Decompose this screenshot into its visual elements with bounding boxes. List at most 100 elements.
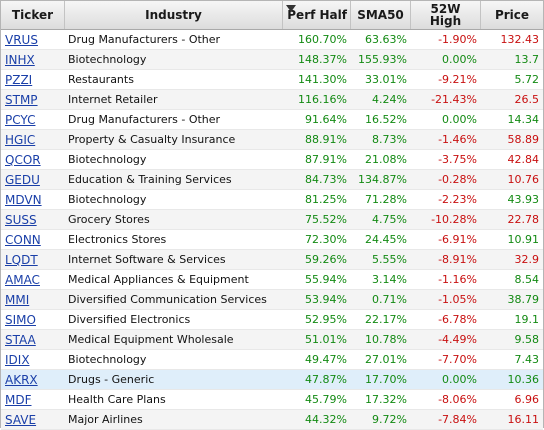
sma50-cell: 33.01% [365,73,407,86]
table-row[interactable]: STAA Medical Equipment Wholesale 51.01% 10.… [1,330,543,350]
perf-half-cell: 45.79% [305,393,347,406]
column-header-high-label: High [429,14,462,28]
price-cell: 7.43 [514,353,540,366]
ticker-link[interactable]: HGIC [5,133,36,147]
sma50-cell: 9.72% [372,413,407,426]
perf-half-cell: 148.37% [298,53,347,66]
table-row[interactable]: IDIX Biotechnology 49.47% 27.01% -7.70% 7.43 [1,350,543,370]
table-row[interactable]: MMI Diversified Communication Services 53.… [1,290,543,310]
sma50-cell: 0.71% [372,293,407,306]
52w-high-cell: -1.05% [438,293,477,306]
table-row[interactable]: VRUS Drug Manufacturers - Other 160.70% 63.… [1,30,543,50]
column-header-price[interactable]: Price [494,8,530,22]
ticker-link[interactable]: PCYC [5,113,36,127]
perf-half-cell: 55.94% [305,273,347,286]
column-header-sma50[interactable]: SMA50 [351,1,411,29]
table-row[interactable]: AMAC Medical Appliances & Equipment 55.94%… [1,270,543,290]
price-cell: 13.7 [514,53,540,66]
column-header-52w-high[interactable]: 52W High [411,1,481,29]
industry-cell: Biotechnology [68,193,147,206]
perf-half-cell: 116.16% [298,93,347,106]
perf-half-cell: 87.91% [305,153,347,166]
perf-half-cell: 91.64% [305,113,347,126]
perf-half-cell: 53.94% [305,293,347,306]
column-header-perf-half[interactable]: Perf Half [283,1,351,29]
ticker-link[interactable]: SUSS [5,213,37,227]
industry-cell: Medical Appliances & Equipment [68,273,249,286]
table-row[interactable]: MDF Health Care Plans 45.79% 17.32% -8.06% 6.… [1,390,543,410]
perf-half-cell: 59.26% [305,253,347,266]
table-row[interactable]: SAVE Major Airlines 44.32% 9.72% -7.84% 16.11 [1,410,543,430]
52w-high-cell: -10.28% [431,213,477,226]
ticker-link[interactable]: STAA [5,333,36,347]
industry-cell: Grocery Stores [68,213,150,226]
ticker-link[interactable]: LQDT [5,253,38,267]
perf-half-cell: 49.47% [305,353,347,366]
ticker-link[interactable]: AMAC [5,273,40,287]
sma50-cell: 10.78% [365,333,407,346]
ticker-link[interactable]: SAVE [5,413,37,427]
52w-high-cell: -8.06% [438,393,477,406]
ticker-link[interactable]: AKRX [5,373,38,387]
52w-high-cell: -3.75% [438,153,477,166]
price-cell: 58.89 [507,133,540,146]
industry-cell: Medical Equipment Wholesale [68,333,234,346]
sma50-cell: 16.52% [365,113,407,126]
sma50-cell: 63.63% [365,33,407,46]
ticker-link[interactable]: STMP [5,93,38,107]
ticker-link[interactable]: MDVN [5,193,42,207]
ticker-link[interactable]: QCOR [5,153,41,167]
ticker-link[interactable]: INHX [5,53,35,67]
ticker-link[interactable]: PZZI [5,73,33,87]
ticker-link[interactable]: IDIX [5,353,30,367]
price-cell: 6.96 [514,393,540,406]
table-body: VRUS Drug Manufacturers - Other 160.70% 63.… [1,30,543,430]
table-row[interactable]: PZZI Restaurants 141.30% 33.01% -9.21% 5.72 [1,70,543,90]
perf-half-cell: 75.52% [305,213,347,226]
table-row[interactable]: HGIC Property & Casualty Insurance 88.91% 8… [1,130,543,150]
52w-high-cell: -2.23% [438,193,477,206]
ticker-link[interactable]: MDF [5,393,32,407]
table-row[interactable]: QCOR Biotechnology 87.91% 21.08% -3.75% 42.84 [1,150,543,170]
sma50-cell: 8.73% [372,133,407,146]
price-cell: 42.84 [507,153,540,166]
52w-high-cell: -7.70% [438,353,477,366]
table-row[interactable]: AKRX Drugs - Generic 47.87% 17.70% 0.00% 10.3… [1,370,543,390]
industry-cell: Drug Manufacturers - Other [68,113,221,126]
52w-high-cell: -1.90% [438,33,477,46]
perf-half-cell: 51.01% [305,333,347,346]
column-header-perf-half-label: Perf Half [287,8,347,22]
ticker-link[interactable]: MMI [5,293,30,307]
ticker-link[interactable]: VRUS [5,33,38,47]
ticker-link[interactable]: SIMO [5,313,36,327]
industry-cell: Diversified Communication Services [68,293,267,306]
perf-half-cell: 160.70% [298,33,347,46]
price-cell: 26.5 [514,93,540,106]
ticker-link[interactable]: GEDU [5,173,40,187]
table-header: Ticker Industry Perf Half SMA50 52W High… [1,1,543,30]
52w-high-cell: -8.91% [438,253,477,266]
perf-half-cell: 88.91% [305,133,347,146]
52w-high-cell: -1.46% [438,133,477,146]
table-row[interactable]: INHX Biotechnology 148.37% 155.93% 0.00% 13.7 [1,50,543,70]
price-cell: 9.58 [514,333,540,346]
52w-high-cell: -7.84% [438,413,477,426]
industry-cell: Property & Casualty Insurance [68,133,236,146]
table-row[interactable]: MDVN Biotechnology 81.25% 71.28% -2.23% 43.93 [1,190,543,210]
column-header-industry[interactable]: Industry [65,1,283,29]
sma50-cell: 27.01% [365,353,407,366]
industry-cell: Biotechnology [68,353,147,366]
table-row[interactable]: CONN Electronics Stores 72.30% 24.45% -6.91%… [1,230,543,250]
table-row[interactable]: STMP Internet Retailer 116.16% 4.24% -21.43%… [1,90,543,110]
industry-cell: Education & Training Services [68,173,232,186]
table-row[interactable]: PCYC Drug Manufacturers - Other 91.64% 16.5… [1,110,543,130]
table-row[interactable]: LQDT Internet Software & Services 59.26% 5.… [1,250,543,270]
ticker-link[interactable]: CONN [5,233,41,247]
table-row[interactable]: SUSS Grocery Stores 75.52% 4.75% -10.28% 22.7… [1,210,543,230]
52w-high-cell: -6.91% [438,233,477,246]
52w-high-cell: -4.49% [438,333,477,346]
table-row[interactable]: GEDU Education & Training Services 84.73% 1… [1,170,543,190]
industry-cell: Internet Software & Services [68,253,226,266]
column-header-ticker[interactable]: Ticker [1,1,65,29]
table-row[interactable]: SIMO Diversified Electronics 52.95% 22.17% -… [1,310,543,330]
